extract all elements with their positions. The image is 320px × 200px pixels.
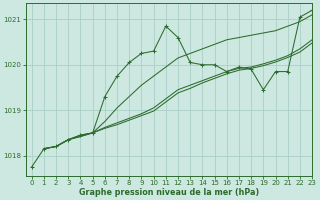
X-axis label: Graphe pression niveau de la mer (hPa): Graphe pression niveau de la mer (hPa): [79, 188, 259, 197]
